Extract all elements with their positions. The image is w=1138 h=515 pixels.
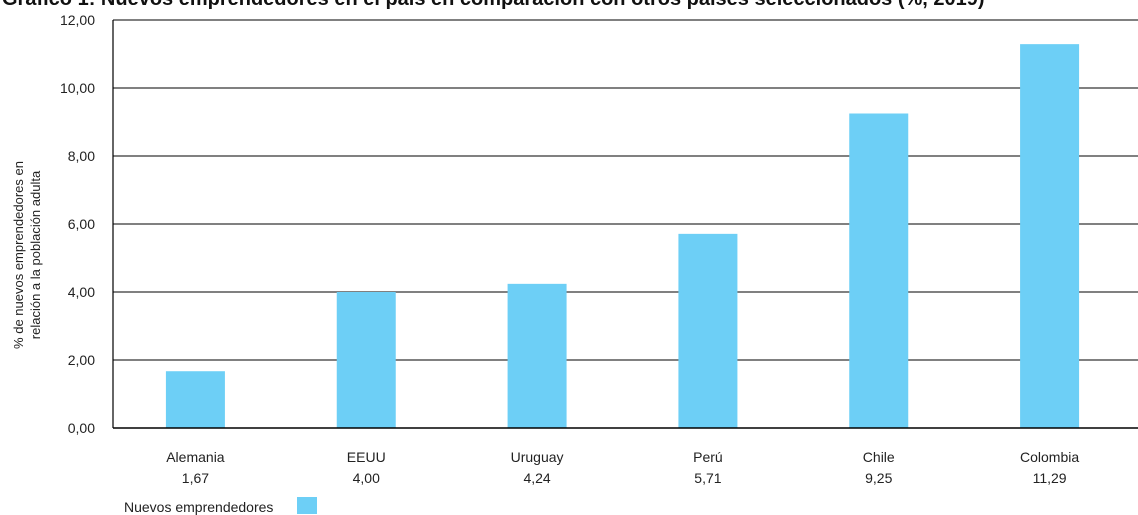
legend-label: Nuevos emprendedores <box>124 499 273 515</box>
bar <box>336 292 396 428</box>
y-axis-label: % de nuevos emprendedores en relación a … <box>11 161 43 349</box>
category-label: Chile <box>863 449 895 465</box>
value-label: 4,00 <box>353 470 380 486</box>
y-tick-label: 4,00 <box>68 284 95 300</box>
value-label: 1,67 <box>182 470 209 486</box>
y-tick-label: 12,00 <box>60 12 95 28</box>
bars <box>165 44 1080 428</box>
y-tick-label: 6,00 <box>68 216 95 232</box>
category-labels: Alemania 1,67 EEUU 4,00 Uruguay 4,24 Perú 5,71 C… <box>166 449 1079 486</box>
bar <box>849 113 909 428</box>
bar <box>1020 44 1080 428</box>
y-axis-ticks: 0,00 2,00 4,00 6,00 8,00 10,00 12,00 <box>60 12 95 436</box>
y-tick-label: 2,00 <box>68 352 95 368</box>
value-label: 4,24 <box>523 470 550 486</box>
value-label: 9,25 <box>865 470 892 486</box>
category-label: Colombia <box>1020 449 1079 465</box>
category-label: Alemania <box>166 449 225 465</box>
y-tick-label: 8,00 <box>68 148 95 164</box>
category-label: Uruguay <box>511 449 564 465</box>
value-label: 11,29 <box>1033 470 1067 486</box>
gridlines <box>113 19 1138 361</box>
legend-swatch <box>297 497 317 514</box>
bar <box>678 233 738 428</box>
value-label: 5,71 <box>694 470 721 486</box>
category-label: Perú <box>693 449 723 465</box>
category-label: EEUU <box>347 449 386 465</box>
bar <box>165 371 225 428</box>
axes <box>112 20 1138 429</box>
y-axis-label-line-1: % de nuevos emprendedores en <box>11 161 26 349</box>
legend: Nuevos emprendedores <box>124 497 317 515</box>
y-tick-label: 0,00 <box>68 420 95 436</box>
y-tick-label: 10,00 <box>60 80 95 96</box>
y-axis-label-line-2: relación a la población adulta <box>28 170 43 339</box>
chart-title: Gráfico 1: Nuevos emprendedores en el pa… <box>2 0 985 10</box>
bar <box>507 283 567 428</box>
